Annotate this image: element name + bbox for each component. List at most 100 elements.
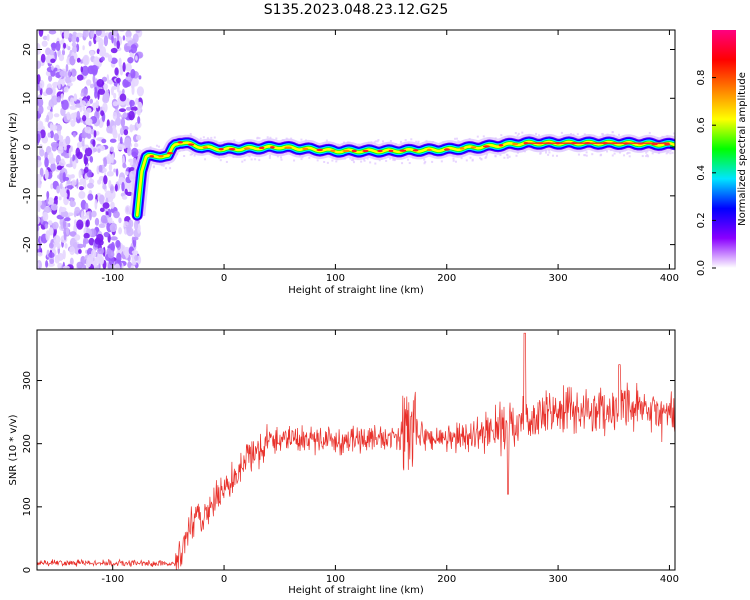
- noise-blob: [63, 176, 70, 181]
- noise-blob: [583, 133, 586, 136]
- noise-blob: [114, 263, 120, 269]
- noise-blob: [102, 219, 108, 224]
- noise-blob: [111, 128, 118, 136]
- noise-blob: [118, 108, 126, 113]
- noise-blob: [193, 154, 196, 157]
- noise-blob: [59, 182, 63, 190]
- spectrogram-y-tick-label: -20: [22, 236, 33, 252]
- noise-blob: [66, 111, 71, 121]
- noise-blob: [78, 249, 82, 254]
- noise-blob: [70, 112, 78, 120]
- noise-blob: [516, 134, 519, 137]
- ridge-peak: [377, 149, 383, 153]
- noise-blob: [183, 154, 186, 157]
- noise-blob: [67, 69, 71, 78]
- noise-blob: [169, 167, 172, 170]
- noise-blob: [41, 40, 48, 47]
- snr-y-ticks: 0 100 200 300: [22, 371, 675, 573]
- noise-blob: [233, 139, 236, 142]
- noise-blob: [50, 162, 56, 172]
- noise-blob: [96, 233, 104, 243]
- noise-blob: [63, 86, 69, 93]
- noise-blob: [547, 153, 550, 156]
- noise-blob: [452, 159, 455, 162]
- noise-blob: [53, 113, 60, 118]
- noise-blob: [84, 202, 89, 211]
- spectrogram-y-tick-label: -10: [22, 188, 33, 204]
- snr-x-tick-label: 0: [221, 574, 227, 585]
- ridge-peak: [342, 149, 350, 153]
- noise-blob: [52, 221, 59, 230]
- noise-blob: [137, 101, 143, 111]
- noise-blob: [369, 161, 372, 164]
- noise-blob: [89, 210, 92, 221]
- noise-blob: [118, 57, 122, 68]
- noise-blob: [120, 117, 126, 128]
- noise-blob: [86, 133, 92, 139]
- noise-blob: [133, 219, 139, 231]
- noise-blob: [137, 116, 141, 124]
- noise-blob: [87, 182, 94, 189]
- noise-blob: [121, 181, 125, 192]
- noise-blob: [70, 145, 74, 153]
- noise-blob: [37, 133, 41, 144]
- noise-blob: [59, 40, 64, 45]
- noise-blob: [417, 140, 420, 143]
- noise-blob: [67, 82, 73, 87]
- ridge-peak: [427, 148, 432, 152]
- noise-blob: [96, 137, 103, 141]
- noise-blob: [499, 154, 502, 157]
- noise-blob: [469, 156, 472, 159]
- noise-blob: [669, 152, 672, 155]
- noise-blob: [457, 140, 460, 143]
- noise-blob: [37, 229, 40, 240]
- ridge-peak: [498, 144, 504, 147]
- noise-blob: [46, 114, 50, 123]
- noise-blob: [91, 249, 97, 258]
- noise-blob: [425, 139, 428, 142]
- noise-blob: [39, 149, 45, 157]
- noise-blob: [114, 183, 118, 192]
- ridge-peak: [482, 145, 490, 148]
- noise-blob: [133, 142, 139, 148]
- ridge-peak: [284, 146, 292, 149]
- noise-blob: [84, 126, 92, 134]
- noise-blob: [129, 126, 135, 131]
- noise-blob: [385, 159, 388, 162]
- noise-blob: [378, 159, 381, 162]
- noise-blob: [45, 260, 49, 268]
- noise-blob: [73, 93, 78, 102]
- noise-blob: [389, 139, 392, 142]
- noise-blob: [98, 223, 106, 228]
- noise-blob: [243, 159, 246, 162]
- noise-blob: [94, 217, 100, 226]
- noise-blob: [84, 166, 89, 173]
- noise-blob: [551, 154, 554, 157]
- noise-blob: [69, 246, 76, 255]
- noise-blob: [119, 64, 124, 76]
- noise-blob: [119, 244, 126, 251]
- snr-plot-area: [37, 332, 675, 570]
- ridge-peak: [228, 147, 236, 151]
- noise-blob: [424, 160, 427, 163]
- noise-blob: [63, 42, 67, 49]
- noise-blob: [73, 219, 77, 226]
- noise-blob: [130, 265, 134, 269]
- noise-blob: [51, 143, 58, 152]
- noise-blob: [293, 159, 296, 162]
- snr-frame: [36, 329, 676, 571]
- noise-blob: [76, 57, 81, 63]
- noise-blob: [135, 55, 138, 61]
- noise-blob: [134, 254, 139, 262]
- snr-y-tick-label: 300: [22, 371, 33, 390]
- spectrogram-y-tick-label: 10: [22, 92, 33, 105]
- noise-blob: [276, 155, 279, 158]
- noise-blob: [110, 86, 114, 96]
- noise-blob: [103, 83, 108, 90]
- noise-blob: [210, 136, 213, 139]
- noise-blob: [128, 158, 134, 163]
- noise-blob: [521, 131, 524, 134]
- noise-blob: [49, 130, 54, 139]
- noise-blob: [56, 185, 61, 194]
